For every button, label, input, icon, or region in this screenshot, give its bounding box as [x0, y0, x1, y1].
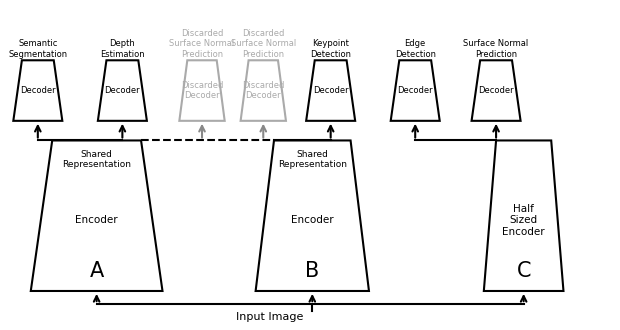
Text: Shared
Representation: Shared Representation	[62, 150, 131, 169]
Text: Decoder: Decoder	[313, 86, 348, 95]
Text: B: B	[305, 261, 319, 281]
Polygon shape	[179, 60, 224, 121]
Text: Shared
Representation: Shared Representation	[278, 150, 347, 169]
Text: Decoder: Decoder	[20, 86, 56, 95]
Polygon shape	[391, 60, 440, 121]
Text: Surface Normal
Prediction: Surface Normal Prediction	[464, 39, 529, 59]
Text: Decoder: Decoder	[397, 86, 433, 95]
Polygon shape	[306, 60, 355, 121]
Text: Keypoint
Detection: Keypoint Detection	[310, 39, 351, 59]
Text: Decoder: Decoder	[105, 86, 140, 95]
Text: Depth
Estimation: Depth Estimation	[100, 39, 144, 59]
Polygon shape	[98, 60, 147, 121]
Text: Discarded
Decoder: Discarded Decoder	[242, 81, 285, 100]
Text: Half
Sized
Encoder: Half Sized Encoder	[502, 204, 545, 237]
Text: Encoder: Encoder	[75, 215, 118, 225]
Polygon shape	[13, 60, 63, 121]
Text: Discarded
Surface Normal
Prediction: Discarded Surface Normal Prediction	[231, 29, 296, 59]
Text: Decoder: Decoder	[478, 86, 514, 95]
Text: A: A	[89, 261, 104, 281]
Polygon shape	[241, 60, 286, 121]
Text: Discarded
Decoder: Discarded Decoder	[181, 81, 223, 100]
Text: Input Image: Input Image	[236, 312, 303, 322]
Text: Discarded
Surface Normal
Prediction: Discarded Surface Normal Prediction	[169, 29, 234, 59]
Polygon shape	[31, 141, 162, 291]
Polygon shape	[484, 141, 564, 291]
Polygon shape	[255, 141, 369, 291]
Text: C: C	[516, 261, 531, 281]
Text: Edge
Detection: Edge Detection	[395, 39, 436, 59]
Text: Semantic
Segmentation: Semantic Segmentation	[8, 39, 68, 59]
Polygon shape	[472, 60, 521, 121]
Text: Encoder: Encoder	[291, 215, 334, 225]
